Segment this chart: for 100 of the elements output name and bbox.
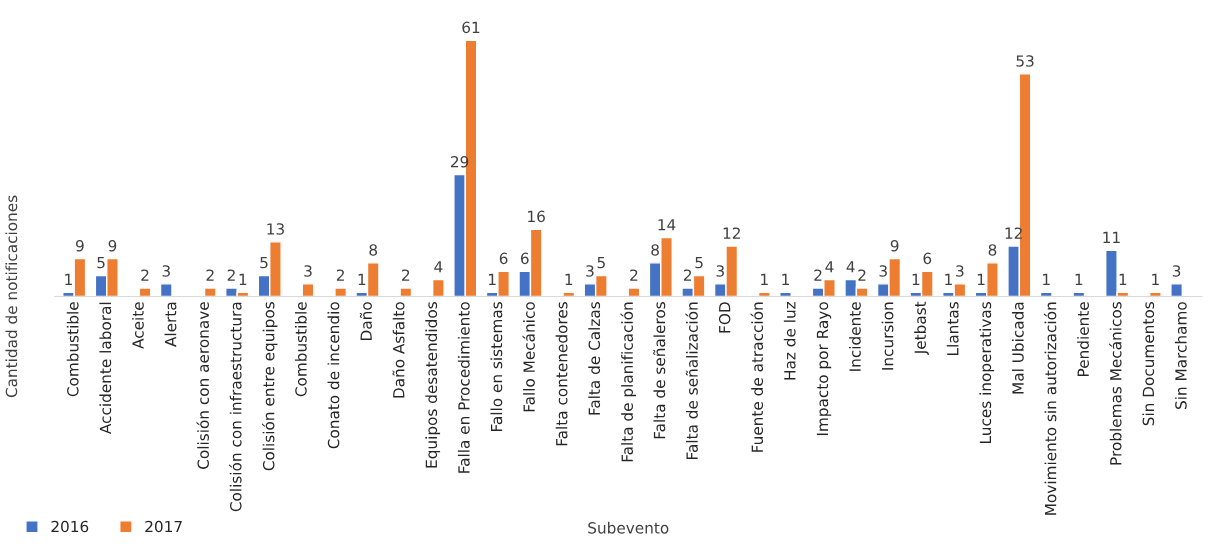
bar: [334, 287, 348, 297]
x-tick-label: Conato de incendio: [327, 302, 340, 449]
x-tick-label: Aceite: [131, 302, 144, 349]
x-tick-label: FOD: [718, 302, 731, 333]
bar: [301, 283, 315, 297]
data-label: 3: [716, 265, 724, 277]
x-tick-label: Falta contenedores: [555, 302, 568, 446]
data-label: 2: [814, 269, 822, 281]
data-label: 1: [782, 273, 789, 285]
x-tick-label: Falta de señalización: [685, 302, 698, 459]
x-tick-label: Daño: [359, 302, 372, 340]
data-label: 1: [239, 273, 247, 285]
data-label: 16: [528, 210, 545, 223]
bar: [203, 287, 217, 297]
x-tick-label: Fallo en sistemas: [490, 302, 503, 431]
x-tick-label: Pendiente: [1077, 302, 1089, 376]
data-label: 12: [723, 227, 740, 239]
data-label: 3: [1172, 265, 1181, 277]
data-label: 8: [651, 244, 659, 256]
x-tick-label: Luces inoperativas: [979, 302, 995, 443]
x-tick-label: Equipos desatendidos: [425, 302, 441, 468]
x-tick-label: Combustible: [294, 302, 307, 397]
data-label: 9: [75, 239, 84, 252]
data-label: 9: [890, 239, 899, 252]
x-tick-label: Falta de Calzas: [588, 302, 601, 415]
data-label: 3: [162, 265, 170, 277]
x-tick-label: Alerta: [164, 302, 177, 347]
data-label: 3: [586, 265, 594, 277]
x-tick-label: Incidente: [848, 302, 861, 371]
bar: [1170, 283, 1183, 297]
bar: [159, 283, 173, 297]
data-label: 53: [1016, 55, 1034, 67]
data-label: 5: [597, 256, 605, 269]
x-tick-label: Fuente de atracción: [750, 302, 764, 452]
x-tick-label: Incursion: [881, 302, 894, 370]
x-tick-label: Llantas: [946, 302, 959, 355]
data-label: 1: [945, 273, 952, 285]
data-label: 1: [358, 273, 366, 285]
x-tick-label: Combustible: [66, 302, 79, 397]
legend-label: 2016: [51, 520, 89, 533]
data-label: 11: [1103, 231, 1120, 243]
x-tick-label: Impacto por Rayo: [816, 302, 832, 436]
x-tick-label: Fallo Mecánico: [522, 302, 535, 412]
x-tick-label: Sin Documentos: [1142, 302, 1155, 426]
bar: [399, 287, 413, 297]
x-axis-title: Subevento: [588, 521, 669, 534]
data-label: 13: [267, 223, 284, 235]
data-label: 2: [858, 269, 866, 281]
x-tick-label: Colisión entre equipos: [262, 302, 278, 471]
data-label: 2: [630, 269, 638, 281]
data-label: 4: [846, 261, 855, 273]
data-label: 1: [1043, 273, 1050, 285]
data-label: 3: [304, 265, 312, 277]
data-label: 4: [825, 261, 834, 273]
x-tick-label: Colisión con infraestructura: [229, 302, 242, 512]
data-label: 5: [260, 256, 268, 269]
data-label: 2: [683, 269, 692, 281]
x-tick-label: Problemas Mecánicos: [1109, 302, 1122, 465]
data-label: 2: [141, 269, 149, 281]
data-label: 2: [227, 269, 235, 281]
x-tick-label: Haz de luz: [783, 301, 796, 380]
data-label: 1: [65, 273, 72, 285]
data-label: 5: [97, 256, 105, 269]
x-tick-label: Jetbast: [914, 301, 929, 356]
data-label: 2: [402, 269, 410, 281]
data-label: 1: [1119, 273, 1127, 285]
data-label: 2: [206, 269, 214, 281]
bar: [627, 287, 641, 297]
x-tick-label: Mal Ubicada: [1011, 302, 1024, 394]
legend-label: 2017: [145, 520, 182, 533]
x-tick-label: Colisión con aeronave: [196, 302, 209, 469]
x-tick-label: Movimiento sin autorización: [1043, 302, 1057, 515]
x-tick-label: Falla en Procedimiento: [457, 302, 470, 473]
x-tick-label: Sin Marchamo: [1174, 302, 1187, 409]
x-tick-label: Accidente laboral: [99, 302, 112, 434]
data-label: 1: [1152, 273, 1159, 285]
data-label: 4: [434, 261, 443, 273]
x-tick-label: Falta de señaleros: [653, 302, 666, 439]
data-label: 8: [988, 244, 997, 256]
data-label: 2: [336, 269, 344, 281]
bar: [138, 287, 152, 297]
data-label: 6: [499, 252, 508, 265]
x-tick-label: Daño Asfalto: [392, 302, 405, 398]
data-label: 61: [462, 21, 480, 34]
data-label: 3: [879, 265, 887, 277]
data-label: 1: [977, 273, 985, 285]
data-label: 5: [695, 256, 703, 269]
x-tick-label: Falta de planificación: [620, 302, 636, 462]
data-label: 8: [369, 244, 378, 256]
data-label: 1: [761, 273, 768, 285]
data-label: 3: [956, 265, 964, 277]
data-label: 6: [923, 252, 932, 265]
data-label: 1: [488, 273, 496, 285]
data-label: 1: [1075, 273, 1083, 285]
y-axis-title: Cantidad de notificaciones: [5, 195, 18, 398]
data-label: 14: [658, 219, 676, 231]
data-label: 9: [108, 239, 117, 252]
bar: [431, 278, 445, 297]
data-label: 1: [912, 273, 920, 285]
data-label: 1: [565, 273, 573, 285]
